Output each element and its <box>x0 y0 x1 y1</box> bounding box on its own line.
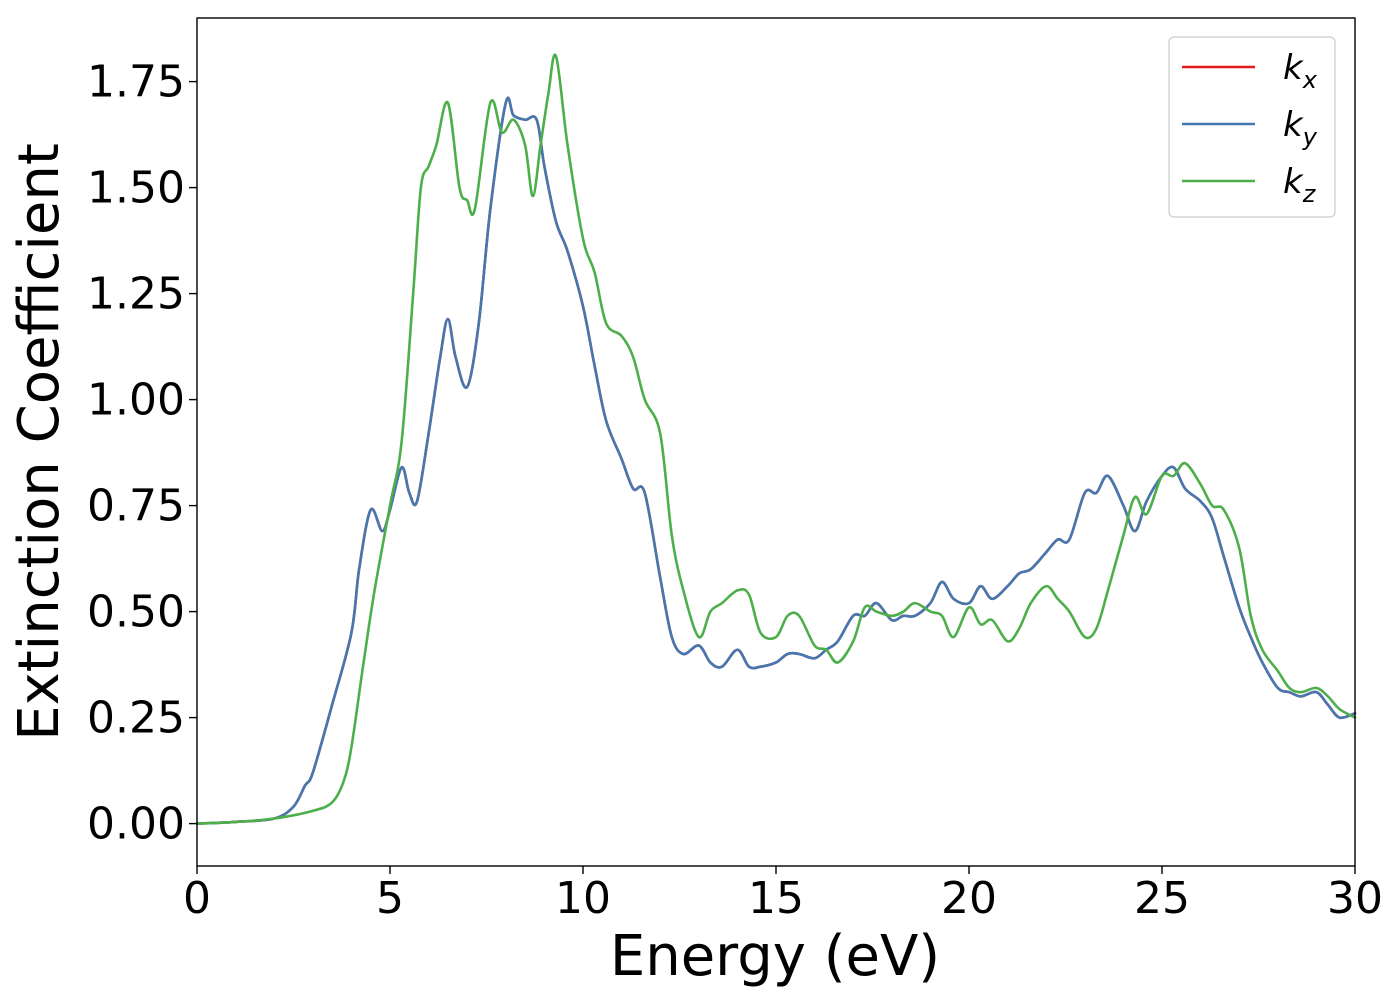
x-tick-label: 15 <box>748 873 804 924</box>
y-tick-label: 1.00 <box>87 375 185 426</box>
x-tick-label: 10 <box>555 873 611 924</box>
y-axis-ticks: 0.00 0.25 0.50 0.75 1.00 1.25 1.50 1.75 <box>87 57 197 850</box>
y-tick-label: 0.75 <box>87 481 185 532</box>
x-tick-label: 20 <box>941 873 997 924</box>
y-tick-label: 1.50 <box>87 163 185 214</box>
legend-label-z: kz <box>1283 162 1317 208</box>
x-tick-label: 5 <box>376 873 404 924</box>
y-axis-label: Extinction Coefficient <box>7 143 72 741</box>
legend: kx ky kz <box>1168 36 1336 218</box>
x-axis-ticks: 0 5 10 15 20 25 30 <box>183 866 1383 924</box>
legend-label-y: ky <box>1283 105 1318 151</box>
y-tick-label: 0.50 <box>87 587 185 638</box>
legend-box <box>1168 36 1336 218</box>
y-tick-label: 1.25 <box>87 269 185 320</box>
x-tick-label: 30 <box>1327 873 1383 924</box>
x-tick-label: 0 <box>183 873 211 924</box>
y-tick-label: 0.25 <box>87 693 185 744</box>
y-tick-label: 1.75 <box>87 57 185 108</box>
x-tick-label: 25 <box>1134 873 1190 924</box>
series-layer <box>195 53 1357 825</box>
series-line-z <box>195 53 1357 825</box>
y-tick-label: 0.00 <box>87 799 185 850</box>
x-axis-label: Energy (eV) <box>610 924 940 989</box>
legend-label-x: kx <box>1283 48 1318 94</box>
